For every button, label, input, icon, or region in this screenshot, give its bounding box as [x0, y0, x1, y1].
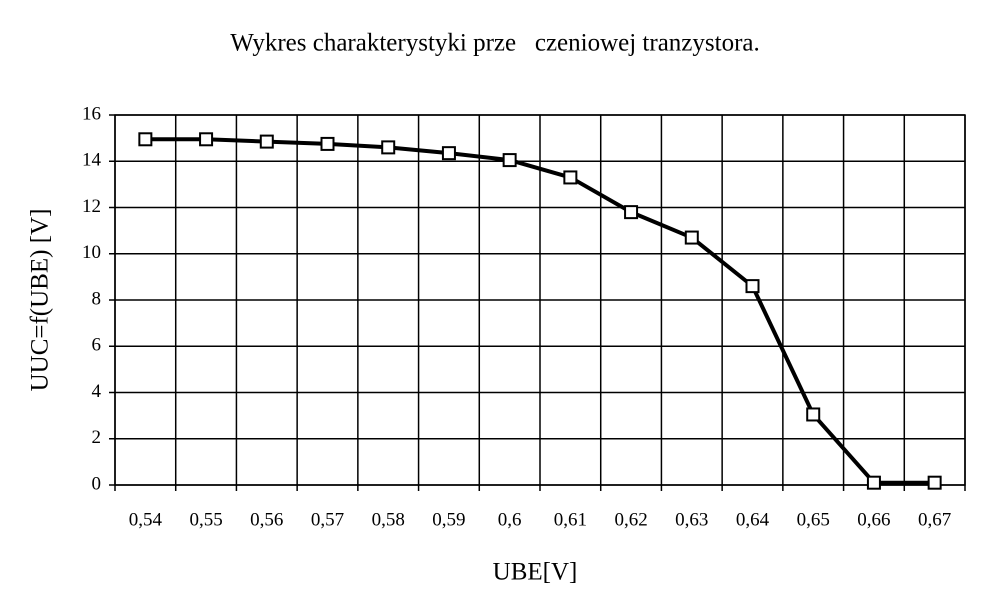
y-tick-label: 12 [82, 196, 101, 217]
marker [381, 140, 396, 155]
marker [563, 170, 578, 185]
y-tick-label: 2 [92, 427, 102, 448]
x-tick-label: 0,65 [797, 509, 830, 530]
y-tick-label: 0 [92, 473, 102, 494]
x-tick-label: 0,6 [498, 509, 522, 530]
marker [684, 230, 699, 245]
marker [745, 279, 760, 294]
x-tick-label: 0,64 [736, 509, 770, 530]
chart-title: Wykres charakterystyki prze czeniowej tr… [230, 30, 760, 57]
plot-border [114, 114, 966, 486]
marker [320, 136, 335, 151]
x-tick-label: 0,58 [372, 509, 405, 530]
x-tick-label: 0,57 [311, 509, 344, 530]
x-axis-label: UBE[V] [493, 559, 578, 586]
marker [927, 475, 942, 490]
y-tick-label: 10 [82, 242, 101, 263]
y-tick-label: 16 [82, 103, 101, 124]
marker [806, 407, 821, 422]
x-tick-label: 0,54 [129, 509, 163, 530]
x-tick-label: 0,61 [554, 509, 587, 530]
marker [441, 146, 456, 161]
x-tick-label: 0,56 [250, 509, 283, 530]
x-tick-label: 0,59 [432, 509, 465, 530]
x-tick-label: 0,55 [189, 509, 222, 530]
y-tick-label: 6 [92, 335, 102, 356]
y-tick-label: 14 [82, 150, 102, 171]
marker [199, 132, 214, 147]
y-tick-label: 8 [92, 288, 102, 309]
marker [259, 134, 274, 149]
marker [866, 475, 881, 490]
data-line [145, 137, 935, 485]
marker [502, 153, 517, 168]
x-tick-label: 0,62 [614, 509, 647, 530]
x-tick-label: 0,63 [675, 509, 708, 530]
x-tick-label: 0,67 [918, 509, 951, 530]
marker [138, 132, 153, 147]
x-tick-label: 0,66 [857, 509, 890, 530]
marker [624, 205, 639, 220]
y-axis-label: UUC=f(UBE) [V] [27, 209, 54, 392]
y-tick-label: 4 [92, 381, 102, 402]
